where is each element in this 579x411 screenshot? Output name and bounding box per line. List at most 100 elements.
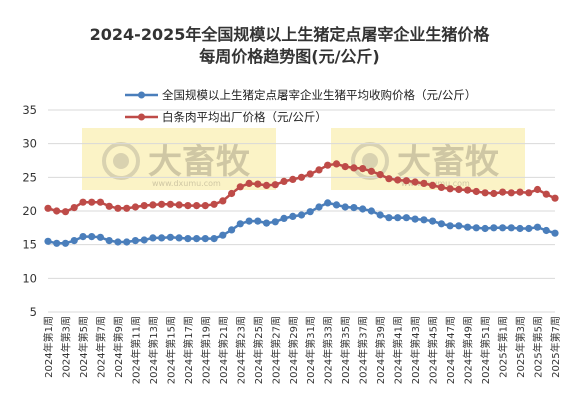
x-tick-label: 2024年第33周: [322, 316, 335, 384]
data-point-live-pig: [158, 234, 166, 242]
data-point-live-pig: [490, 224, 498, 232]
x-tick-label: 2024年第47周: [444, 316, 457, 384]
x-tick-label: 2024年第23周: [234, 316, 247, 384]
data-point-pork: [455, 185, 463, 194]
chart-title-line2: 每周价格趋势图(元/公斤): [199, 47, 379, 66]
chart-title-line1: 2024-2025年全国规模以上生猪定点屠宰企业生猪价格: [90, 25, 491, 44]
data-point-pork: [236, 183, 244, 191]
data-point-pork: [533, 185, 542, 194]
data-point-live-pig: [297, 211, 306, 219]
x-tick-label: 2024年第35周: [339, 316, 352, 384]
data-point-live-pig: [446, 222, 454, 230]
data-point-pork: [262, 181, 271, 189]
y-axis-ticks: 5 10 15 20 25 30 35: [22, 103, 37, 319]
legend-marker-live-pig: [138, 91, 145, 99]
data-point-pork: [149, 201, 157, 209]
data-point-live-pig: [542, 226, 550, 235]
data-point-pork: [411, 178, 419, 186]
data-point-live-pig: [551, 229, 559, 237]
data-point-pork: [385, 175, 393, 183]
data-point-live-pig: [499, 224, 507, 232]
data-point-live-pig: [123, 238, 131, 246]
data-point-pork: [289, 175, 297, 183]
data-point-live-pig: [350, 204, 358, 212]
data-point-live-pig: [280, 214, 288, 222]
x-tick-label: 2024年第49周: [462, 316, 475, 384]
watermark-right-brand: 大畜牧: [397, 142, 500, 182]
data-point-pork: [464, 186, 472, 194]
data-point-pork: [123, 204, 131, 212]
data-point-live-pig: [262, 219, 271, 227]
x-axis-ticks: 2024年第1周 2024年第3周 2024年第5周 2024年第7周 2024年第9周…: [42, 316, 562, 384]
data-point-live-pig: [455, 222, 463, 230]
data-point-pork: [516, 188, 524, 196]
x-tick-label: 2024年第39周: [374, 316, 387, 384]
y-tick-label: 15: [22, 238, 37, 252]
watermark-left-brand: 大畜牧: [148, 142, 251, 182]
data-point-live-pig: [429, 217, 437, 225]
data-point-live-pig: [105, 237, 113, 245]
data-point-pork: [271, 181, 279, 189]
data-point-pork: [490, 189, 498, 198]
data-point-live-pig: [254, 217, 262, 225]
data-point-pork: [367, 167, 375, 175]
data-point-pork: [280, 177, 288, 185]
data-point-pork: [254, 180, 262, 188]
data-point-live-pig: [420, 216, 428, 224]
data-point-pork: [499, 188, 507, 196]
data-point-pork: [332, 160, 341, 168]
x-tick-label: 2024年第29周: [287, 316, 300, 384]
data-point-pork: [359, 165, 367, 173]
data-point-live-pig: [464, 223, 472, 231]
data-point-pork: [114, 204, 122, 212]
data-point-live-pig: [359, 205, 367, 213]
x-tick-label: 2025年第7周: [549, 316, 562, 378]
data-point-pork: [525, 189, 533, 197]
y-tick-label: 35: [22, 103, 37, 117]
data-point-live-pig: [201, 235, 209, 243]
y-tick-label: 30: [22, 137, 37, 151]
data-point-live-pig: [385, 214, 393, 222]
x-tick-label: 2024年第31周: [304, 316, 317, 384]
x-tick-label: 2025年第3周: [514, 316, 527, 378]
data-point-pork: [184, 202, 192, 210]
x-tick-label: 2024年第43周: [409, 316, 422, 384]
data-point-live-pig: [184, 235, 192, 243]
legend-label-live-pig: 全国规模以上生猪定点屠宰企业生猪平均收购价格（元/公斤）: [162, 88, 476, 102]
data-point-live-pig: [140, 236, 148, 244]
legend-item-pork: 白条肉平均出厂价格（元/公斤）: [125, 110, 327, 124]
data-point-live-pig: [271, 218, 279, 226]
series-pork: [44, 160, 559, 216]
x-tick-label: 2024年第7周: [94, 316, 107, 378]
data-point-pork: [175, 201, 183, 209]
data-point-pork: [79, 198, 87, 206]
data-point-pork: [228, 189, 236, 198]
y-tick-label: 5: [30, 305, 37, 319]
x-tick-label: 2024年第13周: [147, 316, 160, 384]
data-point-pork: [542, 190, 550, 198]
data-point-pork: [105, 202, 113, 210]
data-point-pork: [210, 200, 218, 208]
data-point-pork: [402, 177, 410, 185]
data-point-pork: [61, 208, 70, 216]
data-point-pork: [446, 185, 454, 193]
data-point-pork: [96, 198, 104, 206]
data-point-live-pig: [306, 208, 314, 216]
data-point-pork: [245, 179, 253, 187]
x-tick-label: 2024年第41周: [392, 316, 405, 384]
x-tick-label: 2024年第51周: [479, 316, 492, 384]
data-point-pork: [394, 176, 402, 184]
data-point-live-pig: [533, 223, 542, 231]
data-point-pork: [341, 163, 349, 171]
data-point-pork: [219, 197, 227, 205]
data-point-live-pig: [149, 234, 157, 242]
data-point-pork: [324, 161, 332, 169]
data-point-pork: [88, 198, 96, 206]
data-point-live-pig: [402, 214, 410, 222]
data-point-live-pig: [219, 231, 227, 239]
data-point-live-pig: [88, 233, 96, 241]
data-point-live-pig: [193, 235, 201, 243]
x-tick-label: 2024年第15周: [164, 316, 177, 384]
data-point-live-pig: [114, 238, 122, 246]
